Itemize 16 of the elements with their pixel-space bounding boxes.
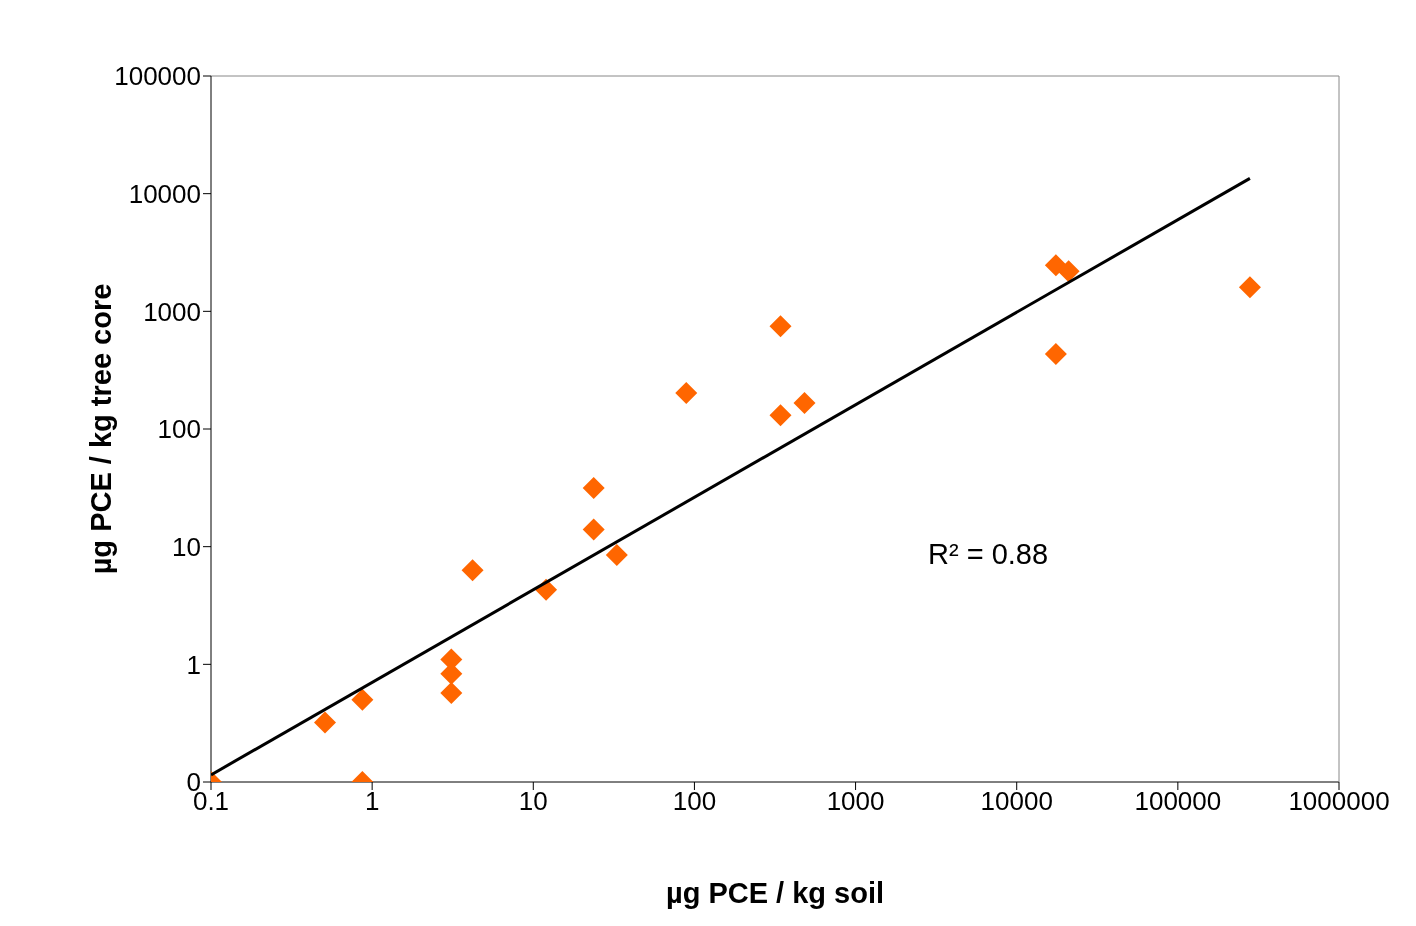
- x-tick-label: 10000: [980, 786, 1053, 817]
- x-tick-label: 100000: [1134, 786, 1222, 817]
- x-tick-label: 100: [672, 786, 717, 817]
- annotation: R² = 0.88: [928, 538, 1049, 571]
- y-tick-label: 100: [157, 414, 201, 445]
- y-tick-label: 100000: [114, 61, 201, 92]
- y-tick-label: 1000: [143, 296, 201, 327]
- x-tick-label: 1000: [826, 786, 885, 817]
- y-axis-title: µg PCE / kg tree core: [85, 283, 118, 575]
- y-tick-label: 1: [186, 649, 201, 680]
- y-tick-label: 10000: [128, 178, 201, 209]
- x-tick-label: 10: [518, 786, 548, 817]
- x-tick-label: 1000000: [1288, 786, 1390, 817]
- y-tick-label: 10: [172, 531, 201, 562]
- x-tick-label: 1: [364, 786, 380, 817]
- x-axis-title: µg PCE / kg soil: [665, 876, 885, 909]
